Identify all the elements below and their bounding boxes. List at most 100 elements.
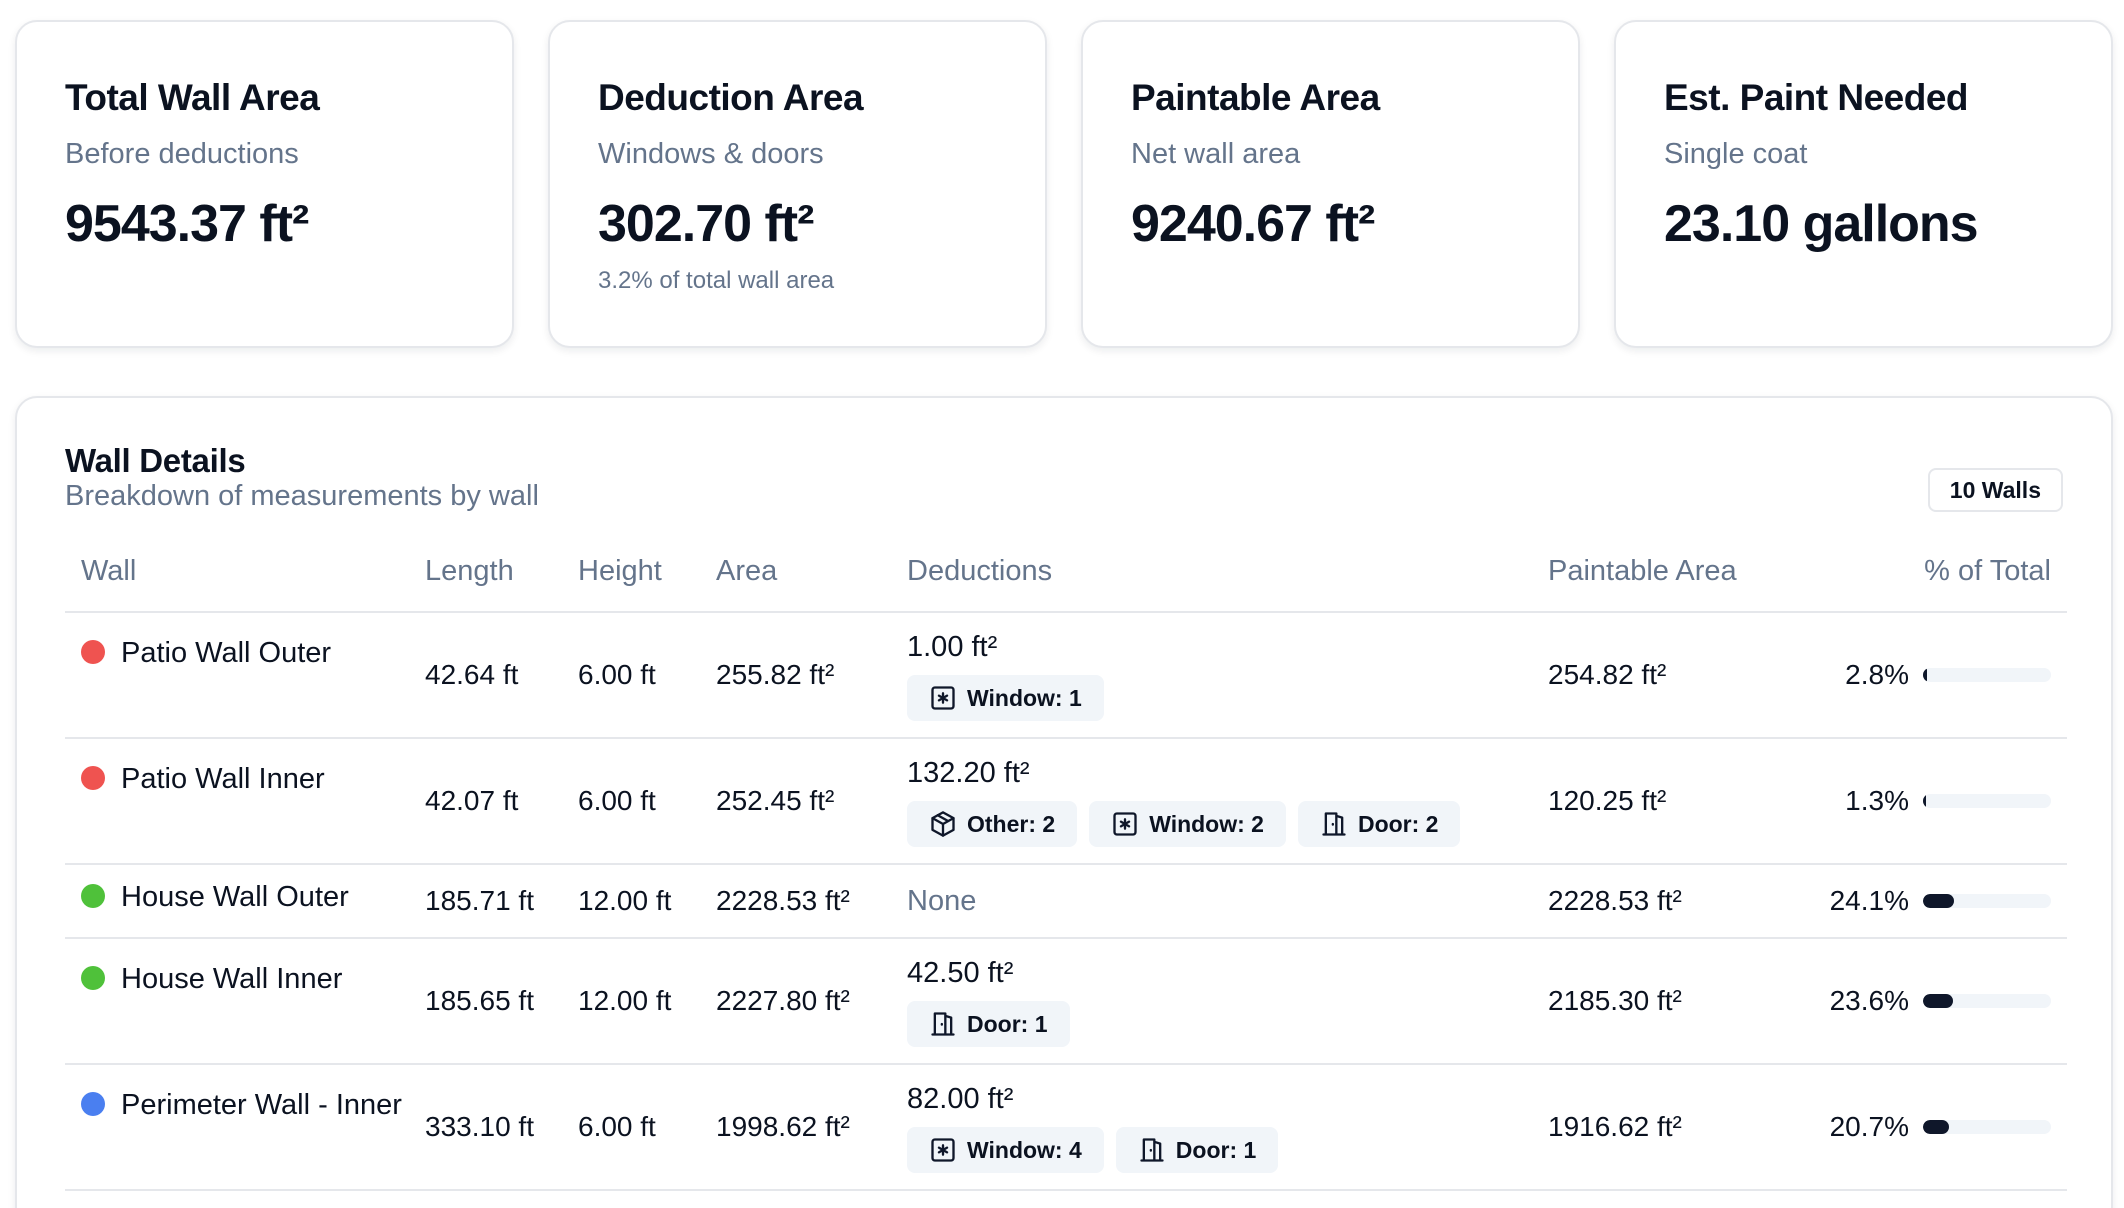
column-header-length[interactable]: Length [425,532,578,613]
percent-text: 24.1% [1829,885,1909,916]
cell-height: 6.00 ft [578,738,716,865]
deduction-badge-label: Window: 1 [967,684,1082,711]
card-note: 3.2% of total wall area [598,267,835,294]
cell-wall: Patio Wall Outer [65,612,425,739]
deduction-badge: Other: 2 [907,801,1078,847]
percent-bar-fill [1923,994,1954,1008]
cell-wall: House Wall Inner [65,938,425,1065]
percent-bar [1923,1120,2051,1134]
wall-color-dot [81,766,105,790]
cell-percent-of-total: 23.6% [1818,938,2067,1065]
cell-deductions: None [907,864,1548,939]
percent-bar-fill [1923,794,1926,808]
wall-name: Patio Wall Inner [121,763,325,795]
cell-paintable-area: 2228.53 ft² [1548,864,1818,939]
cell-length: 42.64 ft [425,612,578,739]
deduction-badge-label: Door: 1 [967,1010,1048,1037]
door-icon [1320,810,1348,838]
wall-name: House Wall Inner [121,963,343,995]
deduction-badge-label: Window: 2 [1149,810,1264,837]
box-icon [929,810,957,838]
card-title: Total Wall Area [65,77,320,118]
table-row[interactable]: Patio Wall Inner 42.07 ft 6.00 ft 252.45 ft… [65,738,2067,865]
wall-name: Patio Wall Outer [121,637,332,669]
card-subtitle: Single coat [1664,138,1808,170]
deduction-badge: Window: 1 [907,675,1104,721]
deduction-none: None [907,884,977,917]
cell-length: 185.71 ft [425,864,578,939]
cell-percent-of-total: 2.8% [1818,612,2067,739]
cell-length: 185.65 ft [425,938,578,1065]
table-row[interactable]: House Wall Inner 185.65 ft 12.00 ft 2227.80… [65,938,2067,1065]
wall-color-dot [81,640,105,664]
card-deduction-area: Deduction Area Windows & doors 302.70 ft… [548,20,1047,348]
deduction-badge: Window: 4 [907,1127,1104,1173]
wall-color-dot [81,1092,105,1116]
cell-percent-of-total: 20.7% [1818,1064,2067,1191]
cell-length: 333.10 ft [425,1064,578,1191]
cell-paintable-area: 254.82 ft² [1548,612,1818,739]
percent-bar [1923,794,2051,808]
wall-name: Perimeter Wall - Inner [121,1089,402,1121]
column-header-height[interactable]: Height [578,532,716,613]
section-subtitle: Breakdown of measurements by wall [65,480,539,512]
deduction-badge: Door: 1 [1115,1127,1279,1173]
card-subtitle: Before deductions [65,138,299,170]
wall-details-panel: Wall Details Breakdown of measurements b… [15,396,2113,1208]
cell-height: 12.00 ft [578,938,716,1065]
window-icon [929,1136,957,1164]
table-row[interactable]: Patio Wall Outer 42.64 ft 6.00 ft 255.82 ft… [65,612,2067,739]
table-row[interactable]: Perimeter Wall - Inner 333.10 ft 6.00 ft 19… [65,1064,2067,1191]
door-icon [929,1010,957,1038]
percent-bar [1923,894,2051,908]
cell-paintable-area: 1916.62 ft² [1548,1064,1818,1191]
wall-name: House Wall Outer [121,881,349,913]
deduction-badges: Other: 2 Window: 2 Door: 2 [907,801,1548,847]
deduction-badge-label: Door: 2 [1357,810,1439,837]
card-value: 23.10 gallons [1664,195,1979,253]
card-subtitle: Windows & doors [598,138,824,170]
cell-percent-of-total: 1.3% [1818,738,2067,865]
summary-cards: Total Wall Area Before deductions 9543.3… [15,20,2113,348]
deduction-badge-label: Door: 1 [1175,1136,1257,1163]
cell-length: 42.07 ft [425,738,578,865]
section-title: Wall Details [65,442,246,479]
cell-paintable-area: 120.25 ft² [1548,738,1818,865]
window-icon [1111,810,1139,838]
column-header-wall[interactable]: Wall [65,532,425,613]
cell-height: 12.00 ft [578,864,716,939]
card-value: 9543.37 ft² [65,195,309,253]
column-header-percent-of-total[interactable]: % of Total [1818,532,2067,613]
cell-area: 2228.53 ft² [716,864,907,939]
card-paintable-area: Paintable Area Net wall area 9240.67 ft² [1081,20,1580,348]
percent-bar-fill [1923,1120,1950,1134]
table-header-row: Wall Length Height Area Deductions Paint… [65,532,2067,613]
wall-count-badge: 10 Walls [1927,468,2063,512]
card-title: Paintable Area [1131,77,1380,118]
table-body: Patio Wall Outer 42.64 ft 6.00 ft 255.82 ft… [65,612,2067,1191]
percent-bar-fill [1923,668,1927,682]
window-icon [929,684,957,712]
cell-paintable-area: 2185.30 ft² [1548,938,1818,1065]
column-header-area[interactable]: Area [716,532,907,613]
deduction-badge: Door: 1 [907,1001,1070,1047]
table-row[interactable]: House Wall Outer 185.71 ft 12.00 ft 2228.53… [65,864,2067,939]
percent-bar [1923,994,2051,1008]
column-header-paintable-area[interactable]: Paintable Area [1548,532,1818,613]
percent-bar-fill [1923,894,1954,908]
cell-wall: Perimeter Wall - Inner [65,1064,425,1191]
cell-area: 1998.62 ft² [716,1064,907,1191]
deduction-badge: Window: 2 [1089,801,1286,847]
column-header-deductions[interactable]: Deductions [907,532,1548,613]
percent-text: 2.8% [1845,659,1909,690]
cell-percent-of-total: 24.1% [1818,864,2067,939]
cell-area: 252.45 ft² [716,738,907,865]
cell-deductions: 132.20 ft² Other: 2 Window: 2 Door: 2 [907,738,1548,865]
wall-color-dot [81,884,105,908]
deduction-total: 42.50 ft² [907,957,1014,989]
deduction-total: 82.00 ft² [907,1083,1014,1115]
deduction-badges: Window: 4 Door: 1 [907,1127,1548,1173]
wall-details-table: Wall Length Height Area Deductions Paint… [65,532,2067,1191]
deduction-badge-label: Window: 4 [967,1136,1082,1163]
